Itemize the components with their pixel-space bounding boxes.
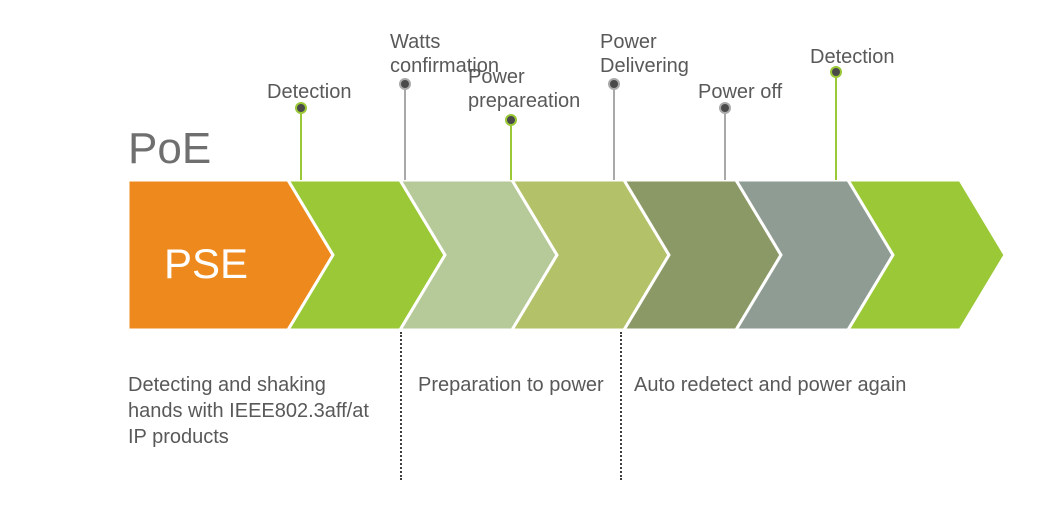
callout-label-powerprep: Power prepareation <box>468 65 580 113</box>
callout-stem-detection2 <box>835 72 837 180</box>
pse-label: PSE <box>164 240 248 288</box>
callout-dot-watts <box>399 78 411 90</box>
callout-stem-powerprep <box>510 120 512 180</box>
callout-stem-watts <box>404 84 406 180</box>
callout-stem-detection1 <box>300 108 302 180</box>
divider-1 <box>400 332 402 480</box>
bottom-label-group2: Preparation to power <box>418 372 604 398</box>
bottom-label-group3: Auto redetect and power again <box>634 372 906 398</box>
divider-2 <box>620 332 622 480</box>
callout-label-poweroff: Power off <box>698 80 782 104</box>
diagram-stage: PoE PSE DetectionWatts confirmationPower… <box>0 0 1063 524</box>
callout-label-detection1: Detection <box>267 80 352 104</box>
callout-dot-powerdeliver <box>608 78 620 90</box>
callout-dot-powerprep <box>505 114 517 126</box>
callout-label-powerdeliver: Power Delivering <box>600 30 689 78</box>
callout-stem-powerdeliver <box>613 84 615 180</box>
callout-stem-poweroff <box>724 108 726 180</box>
bottom-label-group1: Detecting and shaking hands with IEEE802… <box>128 372 369 450</box>
callout-label-detection2: Detection <box>810 45 895 69</box>
